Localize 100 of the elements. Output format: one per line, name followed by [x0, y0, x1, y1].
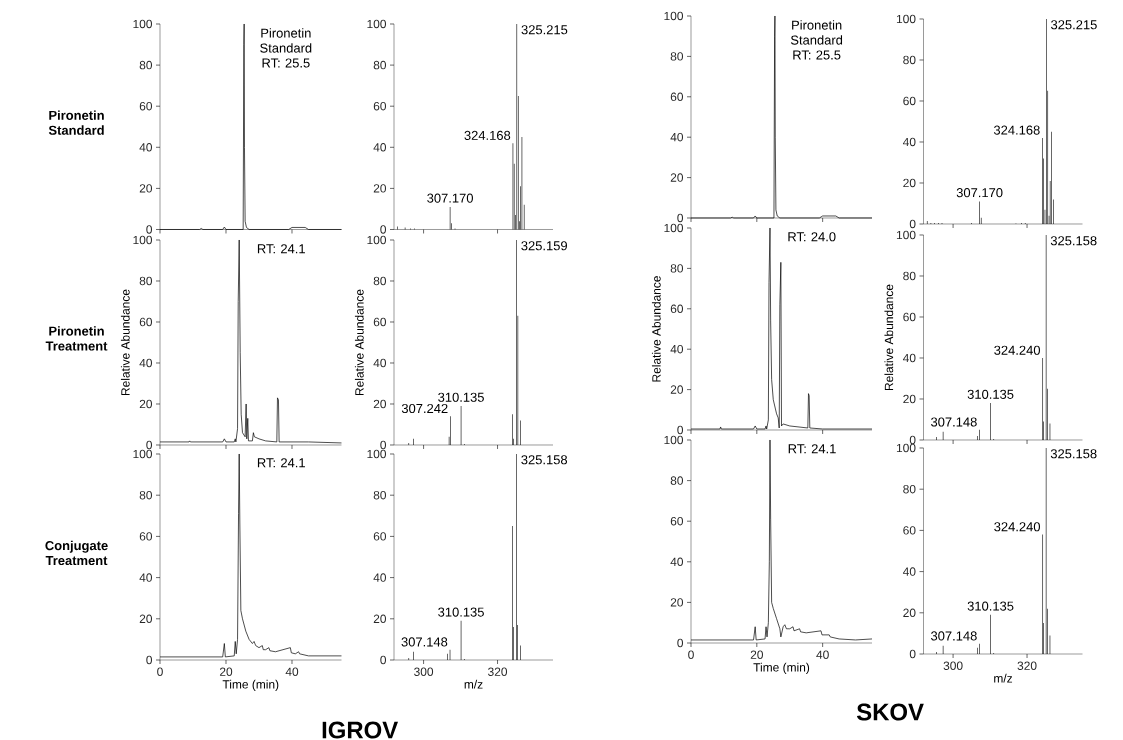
annotation: 325.159	[521, 241, 568, 251]
y-tick-label: 80	[670, 264, 684, 273]
y-tick-label: 40	[902, 567, 916, 576]
x-axis-title: m/z	[994, 673, 1013, 683]
y-tick-label: 60	[373, 101, 387, 111]
x-axis-title: m/z	[464, 679, 483, 689]
x-tick-label: 0	[688, 650, 694, 659]
annotation: 324.240	[994, 522, 1041, 532]
annotation: 310.135	[438, 607, 484, 617]
y-tick-label: 20	[670, 385, 684, 394]
y-tick-label: 100	[367, 19, 387, 29]
y-tick-label: 20	[373, 614, 387, 624]
y-tick-label: 100	[133, 19, 153, 29]
y-tick-label: 20	[670, 598, 684, 607]
x-tick-label: 300	[414, 667, 434, 676]
annotation: RT: 24.1	[257, 244, 305, 254]
y-tick-label: 0	[380, 225, 387, 234]
y-tick-label: 0	[146, 225, 153, 234]
x-tick-label: 0	[157, 667, 163, 676]
y-tick-label: 40	[139, 143, 153, 152]
y-tick-label: 40	[373, 358, 387, 368]
y-tick-label: 80	[373, 490, 387, 500]
annotation: Pironetin Standard RT: 25.5	[260, 28, 312, 68]
y-axis-title: Relative Abundance	[354, 289, 364, 396]
y-tick-label: 40	[670, 132, 684, 142]
y-tick-label: 100	[133, 449, 153, 459]
annotation: 307.242	[401, 403, 448, 414]
y-tick-label: 60	[670, 304, 684, 314]
x-tick-label: 320	[1017, 661, 1037, 670]
y-tick-label: 100	[896, 443, 916, 453]
y-tick-label: 80	[903, 484, 916, 494]
y-tick-label: 20	[670, 173, 684, 182]
text: Pironetin Treatment	[45, 326, 108, 351]
y-tick-label: 80	[139, 276, 153, 286]
y-tick-label: 40	[373, 143, 387, 152]
y-tick-label: 100	[367, 235, 387, 245]
y-tick-label: 80	[670, 52, 684, 61]
annotation: 310.135	[438, 392, 484, 402]
y-tick-label: 100	[896, 14, 916, 24]
x-tick-label: 20	[750, 650, 764, 659]
y-tick-label: 20	[139, 399, 153, 409]
annotation: 324.168	[464, 130, 511, 140]
x-axis-title: Time (min)	[222, 679, 279, 691]
y-tick-label: 60	[139, 101, 153, 111]
y-tick-label: 40	[670, 344, 684, 354]
y-tick-label: 60	[903, 312, 916, 322]
y-tick-label: 20	[903, 608, 916, 618]
y-tick-label: 100	[896, 230, 916, 240]
y-tick-label: 40	[902, 137, 916, 147]
x-tick-label: 300	[943, 661, 963, 670]
y-tick-label: 20	[903, 178, 916, 188]
annotation: 307.170	[956, 188, 1003, 198]
y-tick-label: 100	[367, 449, 387, 459]
y-tick-label: 60	[139, 532, 153, 541]
y-tick-label: 20	[139, 184, 153, 193]
y-tick-label: 60	[139, 317, 153, 327]
line-series	[690, 439, 873, 641]
y-tick-label: 60	[373, 532, 387, 541]
annotation: RT: 24.0	[788, 232, 836, 242]
y-tick-label: 60	[670, 92, 684, 102]
y-tick-label: 20	[139, 614, 153, 624]
y-tick-label: 60	[670, 516, 684, 526]
annotation: 307.148	[931, 417, 977, 427]
y-tick-label: 80	[903, 271, 916, 281]
annotation: 324.168	[993, 125, 1040, 135]
x-tick-label: 40	[816, 650, 829, 659]
x-axis-title: Time (min)	[753, 662, 810, 674]
y-tick-label: 80	[903, 55, 916, 65]
y-tick-label: 0	[380, 440, 387, 450]
y-tick-label: 80	[373, 60, 387, 70]
x-tick-label: 20	[219, 667, 233, 676]
annotation: 325.158	[1050, 449, 1097, 459]
y-tick-label: 80	[139, 490, 153, 500]
y-tick-label: 0	[677, 213, 684, 223]
annotation: 307.170	[427, 193, 473, 203]
text: SKOV	[856, 703, 924, 721]
annotation: 325.215	[521, 25, 568, 35]
y-tick-label: 40	[902, 353, 916, 363]
annotation: RT: 24.1	[257, 458, 305, 468]
x-tick-label: 320	[488, 667, 508, 676]
text: Conjugate Treatment	[45, 540, 108, 566]
annotation: 325.158	[521, 455, 568, 465]
annotation: Pironetin Standard RT: 25.5	[790, 20, 843, 60]
y-tick-label: 40	[670, 557, 684, 567]
y-tick-label: 100	[664, 435, 684, 445]
y-axis-title: Relative Abundance	[651, 276, 661, 382]
annotation: 325.215	[1051, 20, 1097, 30]
text: IGROV	[322, 721, 399, 739]
y-axis-title: Relative Abundance	[120, 289, 130, 396]
y-tick-label: 80	[139, 60, 153, 70]
text: Pironetin Standard	[48, 110, 104, 135]
y-tick-label: 0	[677, 638, 684, 648]
y-tick-label: 20	[373, 184, 387, 193]
y-tick-label: 60	[903, 96, 916, 106]
y-tick-label: 40	[139, 358, 153, 368]
annotation: 307.148	[931, 631, 977, 641]
y-tick-label: 40	[139, 573, 153, 582]
y-tick-label: 0	[909, 435, 916, 445]
y-tick-label: 20	[903, 394, 916, 404]
y-tick-label: 60	[903, 526, 916, 535]
